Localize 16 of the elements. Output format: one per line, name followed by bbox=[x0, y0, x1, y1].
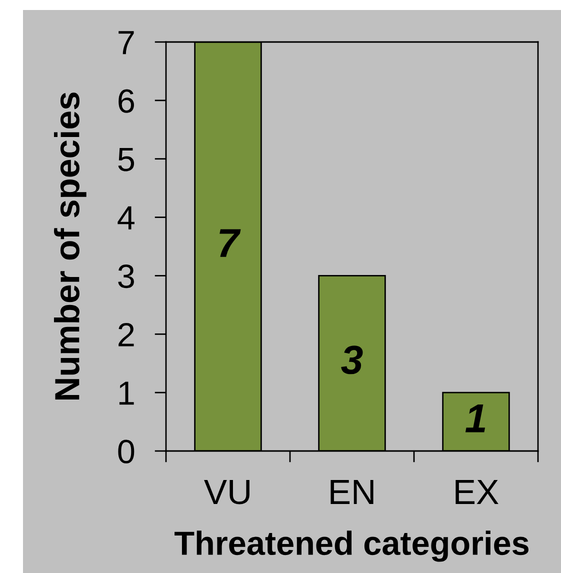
y-tick-label: 1 bbox=[119, 382, 134, 405]
x-tick-label: EX bbox=[456, 480, 498, 504]
x-tick-label: EN bbox=[330, 480, 374, 504]
y-tick-label: 3 bbox=[118, 264, 134, 288]
y-tick-label: 2 bbox=[118, 322, 134, 346]
y-tick-label: 6 bbox=[118, 89, 134, 113]
y-tick-label: 4 bbox=[118, 206, 134, 230]
data-label: 1 bbox=[465, 404, 486, 432]
x-axis-title: Threatened categories bbox=[174, 530, 528, 562]
data-label: 3 bbox=[341, 346, 363, 374]
y-tick-label: 7 bbox=[118, 31, 134, 54]
data-label: 7 bbox=[220, 229, 241, 257]
y-tick-label: 5 bbox=[118, 148, 134, 172]
y-axis-title: Number of species bbox=[54, 92, 86, 400]
y-tick-label: 0 bbox=[118, 440, 134, 464]
x-tick-label: VU bbox=[204, 480, 250, 504]
